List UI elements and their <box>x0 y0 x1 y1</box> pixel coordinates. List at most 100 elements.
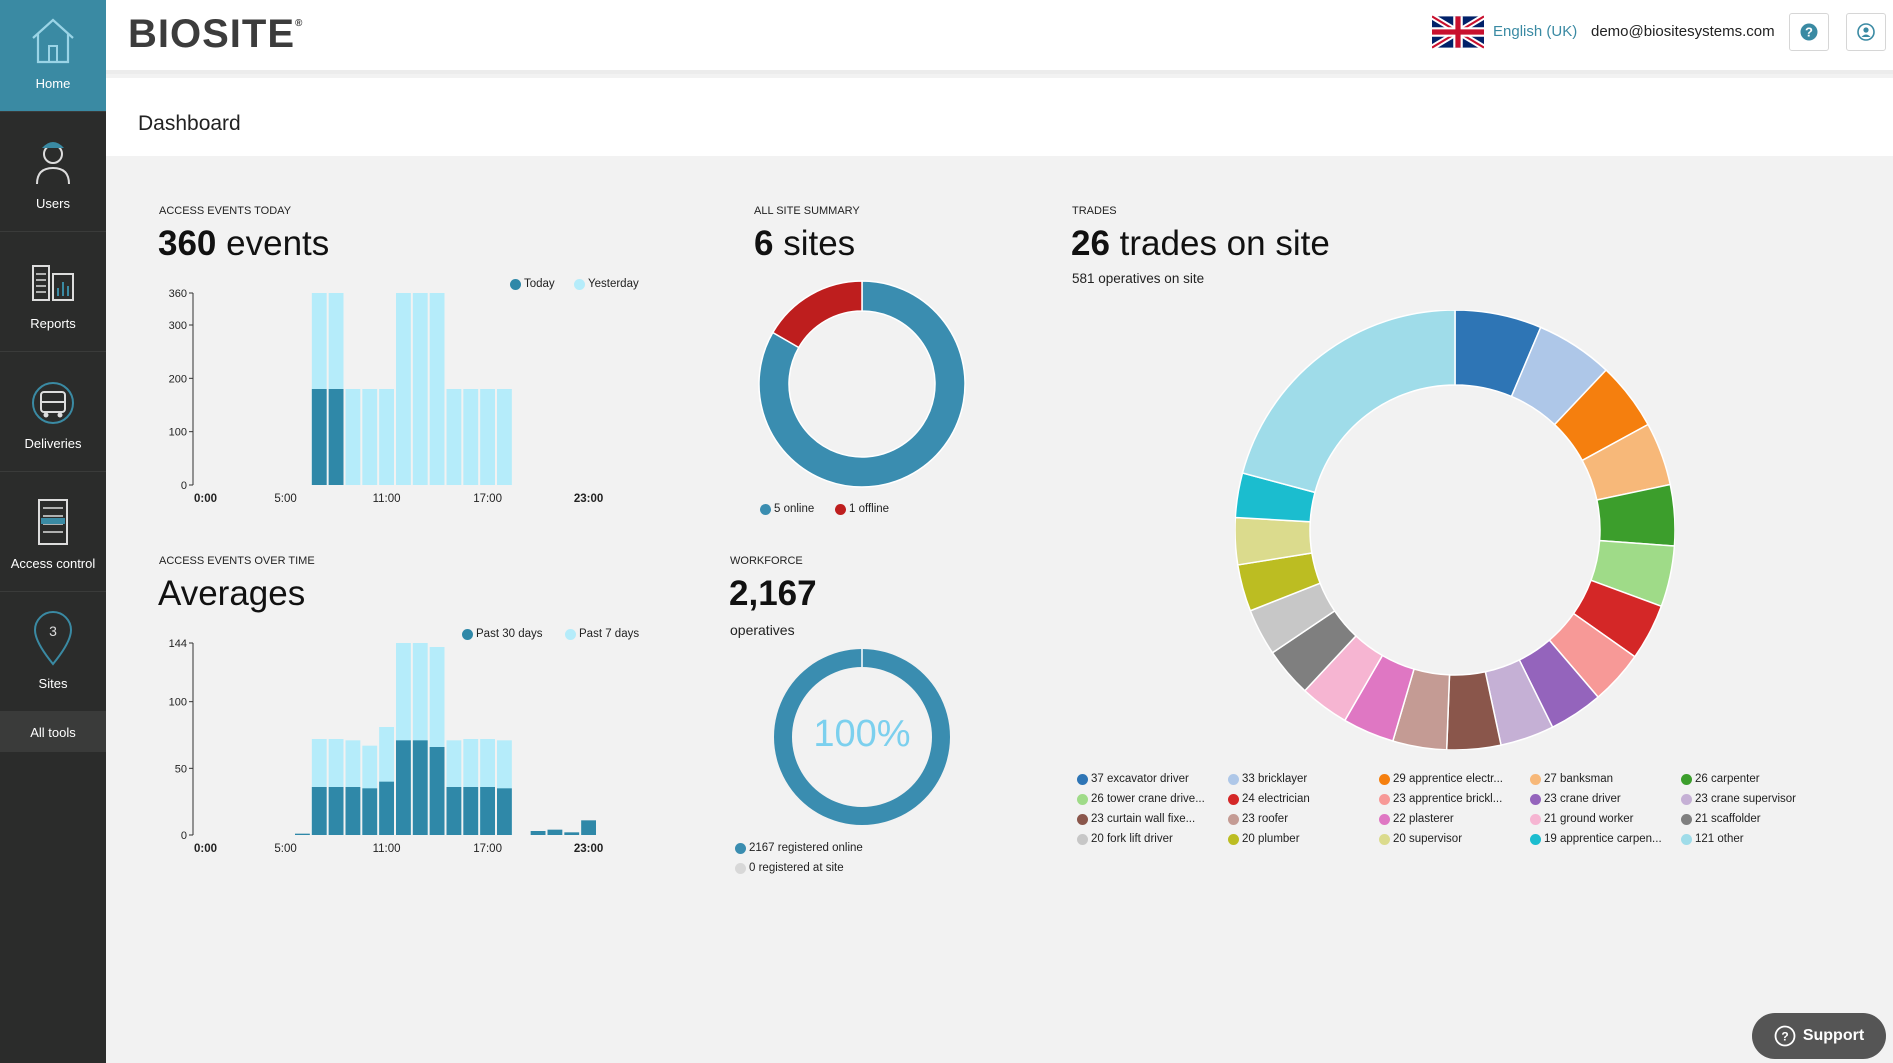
trades-legend-item[interactable]: 20 supervisor <box>1379 833 1462 845</box>
legend-label: 0 registered at site <box>749 862 844 874</box>
legend-dot <box>1228 813 1239 825</box>
trades-legend-item[interactable]: 19 apprentice carpen... <box>1530 833 1662 845</box>
legend-yesterday[interactable]: Yesterday <box>574 278 639 290</box>
legend-dot <box>1530 793 1541 805</box>
trades-legend-item[interactable]: 21 scaffolder <box>1681 813 1761 825</box>
legend-label: 29 apprentice electr... <box>1393 773 1503 785</box>
help-button[interactable]: ? <box>1789 13 1829 51</box>
sidebar-item-deliveries[interactable]: Deliveries <box>0 352 106 472</box>
trades-legend-item[interactable]: 20 fork lift driver <box>1077 833 1173 845</box>
trades-legend-item[interactable]: 23 crane driver <box>1530 793 1621 805</box>
x-tick-label: 11:00 <box>373 493 401 505</box>
bar-past-30-days <box>379 781 394 835</box>
legend-label: 27 banksman <box>1544 773 1614 785</box>
trades-legend-item[interactable]: 33 bricklayer <box>1228 773 1307 785</box>
legend-past-30-days[interactable]: Past 30 days <box>462 628 542 640</box>
legend-label: 21 scaffolder <box>1695 813 1761 825</box>
sidebar-item-home[interactable]: Home <box>0 0 106 112</box>
bar-yesterday <box>480 389 495 485</box>
support-label: Support <box>1802 1027 1865 1044</box>
legend-label: 26 tower crane drive... <box>1091 793 1205 805</box>
legend-label: 20 fork lift driver <box>1091 833 1173 845</box>
legend-dot <box>1228 793 1239 805</box>
map-pin-icon: 3 <box>33 611 73 666</box>
legend-past-7-days[interactable]: Past 7 days <box>565 628 639 640</box>
bar-yesterday <box>429 293 445 485</box>
trades-legend-item[interactable]: 37 excavator driver <box>1077 773 1189 785</box>
trades-legend-item[interactable]: 24 electrician <box>1228 793 1310 805</box>
bar-past-30-days <box>581 820 596 835</box>
legend-label: 23 roofer <box>1242 813 1289 825</box>
legend-label: 23 crane supervisor <box>1695 793 1796 805</box>
x-tick-label: 0:00 <box>194 843 217 855</box>
sidebar-item-label: Sites <box>38 676 68 691</box>
all-tools-button[interactable]: All tools <box>0 712 106 752</box>
trades-legend-item[interactable]: 27 banksman <box>1530 773 1613 785</box>
workforce-unit: operatives <box>730 622 795 638</box>
legend-today[interactable]: Today <box>510 278 555 290</box>
legend-dot <box>1077 773 1088 785</box>
x-tick-label: 11:00 <box>373 843 401 855</box>
bar-past-30-days <box>345 787 361 835</box>
bar-past-30-days <box>311 787 327 835</box>
trades-legend-item[interactable]: 21 ground worker <box>1530 813 1634 825</box>
y-tick-label: 144 <box>169 638 187 650</box>
legend-dot <box>1379 813 1390 825</box>
legend-label: 121 other <box>1695 833 1744 845</box>
trades-legend-item[interactable]: 23 crane supervisor <box>1681 793 1796 805</box>
sidebar-item-reports[interactable]: Reports <box>0 232 106 352</box>
x-tick-label: 5:00 <box>274 493 296 505</box>
page-title: Dashboard <box>138 112 241 135</box>
turnstile-icon <box>38 499 68 545</box>
bar-past-30-days <box>547 829 563 835</box>
legend-registered-at-site[interactable]: 0 registered at site <box>735 862 844 874</box>
trades-legend-item[interactable]: 26 carpenter <box>1681 773 1760 785</box>
site-summary-number: 6 <box>754 224 774 263</box>
logo[interactable]: BIOSITE® <box>128 12 303 57</box>
sidebar-item-access-control[interactable]: Access control <box>0 472 106 592</box>
legend-dot <box>462 628 473 640</box>
y-tick-label: 200 <box>169 373 187 385</box>
bar-past-30-days <box>328 787 344 835</box>
bar-yesterday <box>463 389 479 485</box>
trades-legend-item[interactable]: 29 apprentice electr... <box>1379 773 1503 785</box>
legend-dot <box>1077 813 1088 825</box>
trades-legend-item[interactable]: 22 plasterer <box>1379 813 1454 825</box>
uk-flag-icon[interactable] <box>1432 15 1484 49</box>
trades-legend-item[interactable]: 23 curtain wall fixe... <box>1077 813 1195 825</box>
y-tick-label: 50 <box>175 763 187 775</box>
svg-text:?: ? <box>1781 1030 1788 1044</box>
help-icon: ? <box>1774 1025 1796 1047</box>
trades-legend-item[interactable]: 20 plumber <box>1228 833 1300 845</box>
bar-today <box>311 389 327 485</box>
bar-yesterday <box>362 389 378 485</box>
trades-legend-item[interactable]: 121 other <box>1681 833 1744 845</box>
access-today-unit: events <box>226 224 330 263</box>
user-email[interactable]: demo@biositesystems.com <box>1591 23 1775 40</box>
home-icon <box>32 18 74 64</box>
legend-dot <box>1530 833 1541 845</box>
y-tick-label: 0 <box>181 830 187 842</box>
user-icon <box>1857 23 1875 41</box>
trades-label: TRADES <box>1072 205 1117 217</box>
language-selector[interactable]: English (UK) <box>1493 23 1578 40</box>
truck-icon <box>32 382 74 424</box>
legend-online[interactable]: 5 online <box>760 503 814 515</box>
trades-legend-item[interactable]: 23 roofer <box>1228 813 1288 825</box>
sidebar: Home Users Reports Deliveries Access con… <box>0 0 106 1063</box>
trades-legend-item[interactable]: 23 apprentice brickl... <box>1379 793 1502 805</box>
legend-label: 20 supervisor <box>1393 833 1463 845</box>
account-button[interactable] <box>1846 13 1886 51</box>
legend-registered-online[interactable]: 2167 registered online <box>735 842 863 854</box>
legend-offline[interactable]: 1 offline <box>835 503 889 515</box>
sidebar-item-sites[interactable]: 3 Sites <box>0 592 106 712</box>
bar-yesterday <box>446 389 462 485</box>
legend-label: 2167 registered online <box>749 842 863 854</box>
bar-past-30-days <box>480 787 495 835</box>
trades-legend-item[interactable]: 26 tower crane drive... <box>1077 793 1205 805</box>
sidebar-item-users[interactable]: Users <box>0 112 106 232</box>
sidebar-item-label: Users <box>36 196 70 211</box>
legend-label: 23 crane driver <box>1544 793 1621 805</box>
legend-label: 20 plumber <box>1242 833 1300 845</box>
support-button[interactable]: ? Support <box>1752 1013 1886 1059</box>
